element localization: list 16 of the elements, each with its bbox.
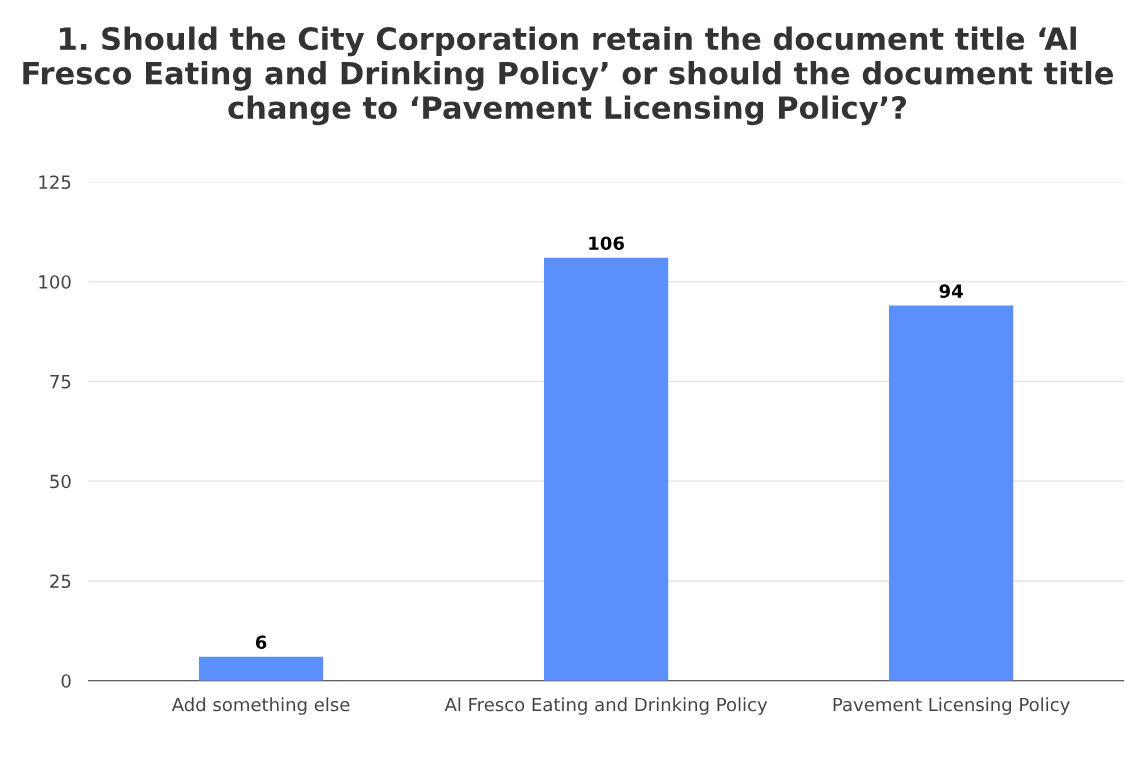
bar	[198, 656, 324, 681]
data-label: 94	[939, 284, 963, 298]
x-tick-label: Add something else	[171, 697, 350, 715]
y-tick-label: 0	[61, 674, 71, 688]
bar	[543, 257, 669, 681]
data-label: 106	[589, 236, 624, 251]
y-tick-label: 50	[50, 474, 71, 489]
y-tick-label: 25	[50, 574, 71, 589]
y-tick-label: 125	[39, 175, 71, 190]
x-tick-label: Al Fresco Eating and Drinking Policy	[444, 697, 768, 715]
bar	[889, 305, 1014, 681]
x-tick-label: Pavement Licensing Policy	[833, 697, 1070, 715]
data-label: 6	[255, 635, 267, 650]
chart-title: 1. Should the City Corporation retain the document title ‘Al Fresco Eating and Drinking Policy’ or should the document title change to ‘Pavement Licensing Policy’?	[23, 26, 1113, 126]
y-tick-label: 100	[39, 275, 71, 289]
y-tick-label: 75	[50, 375, 71, 389]
